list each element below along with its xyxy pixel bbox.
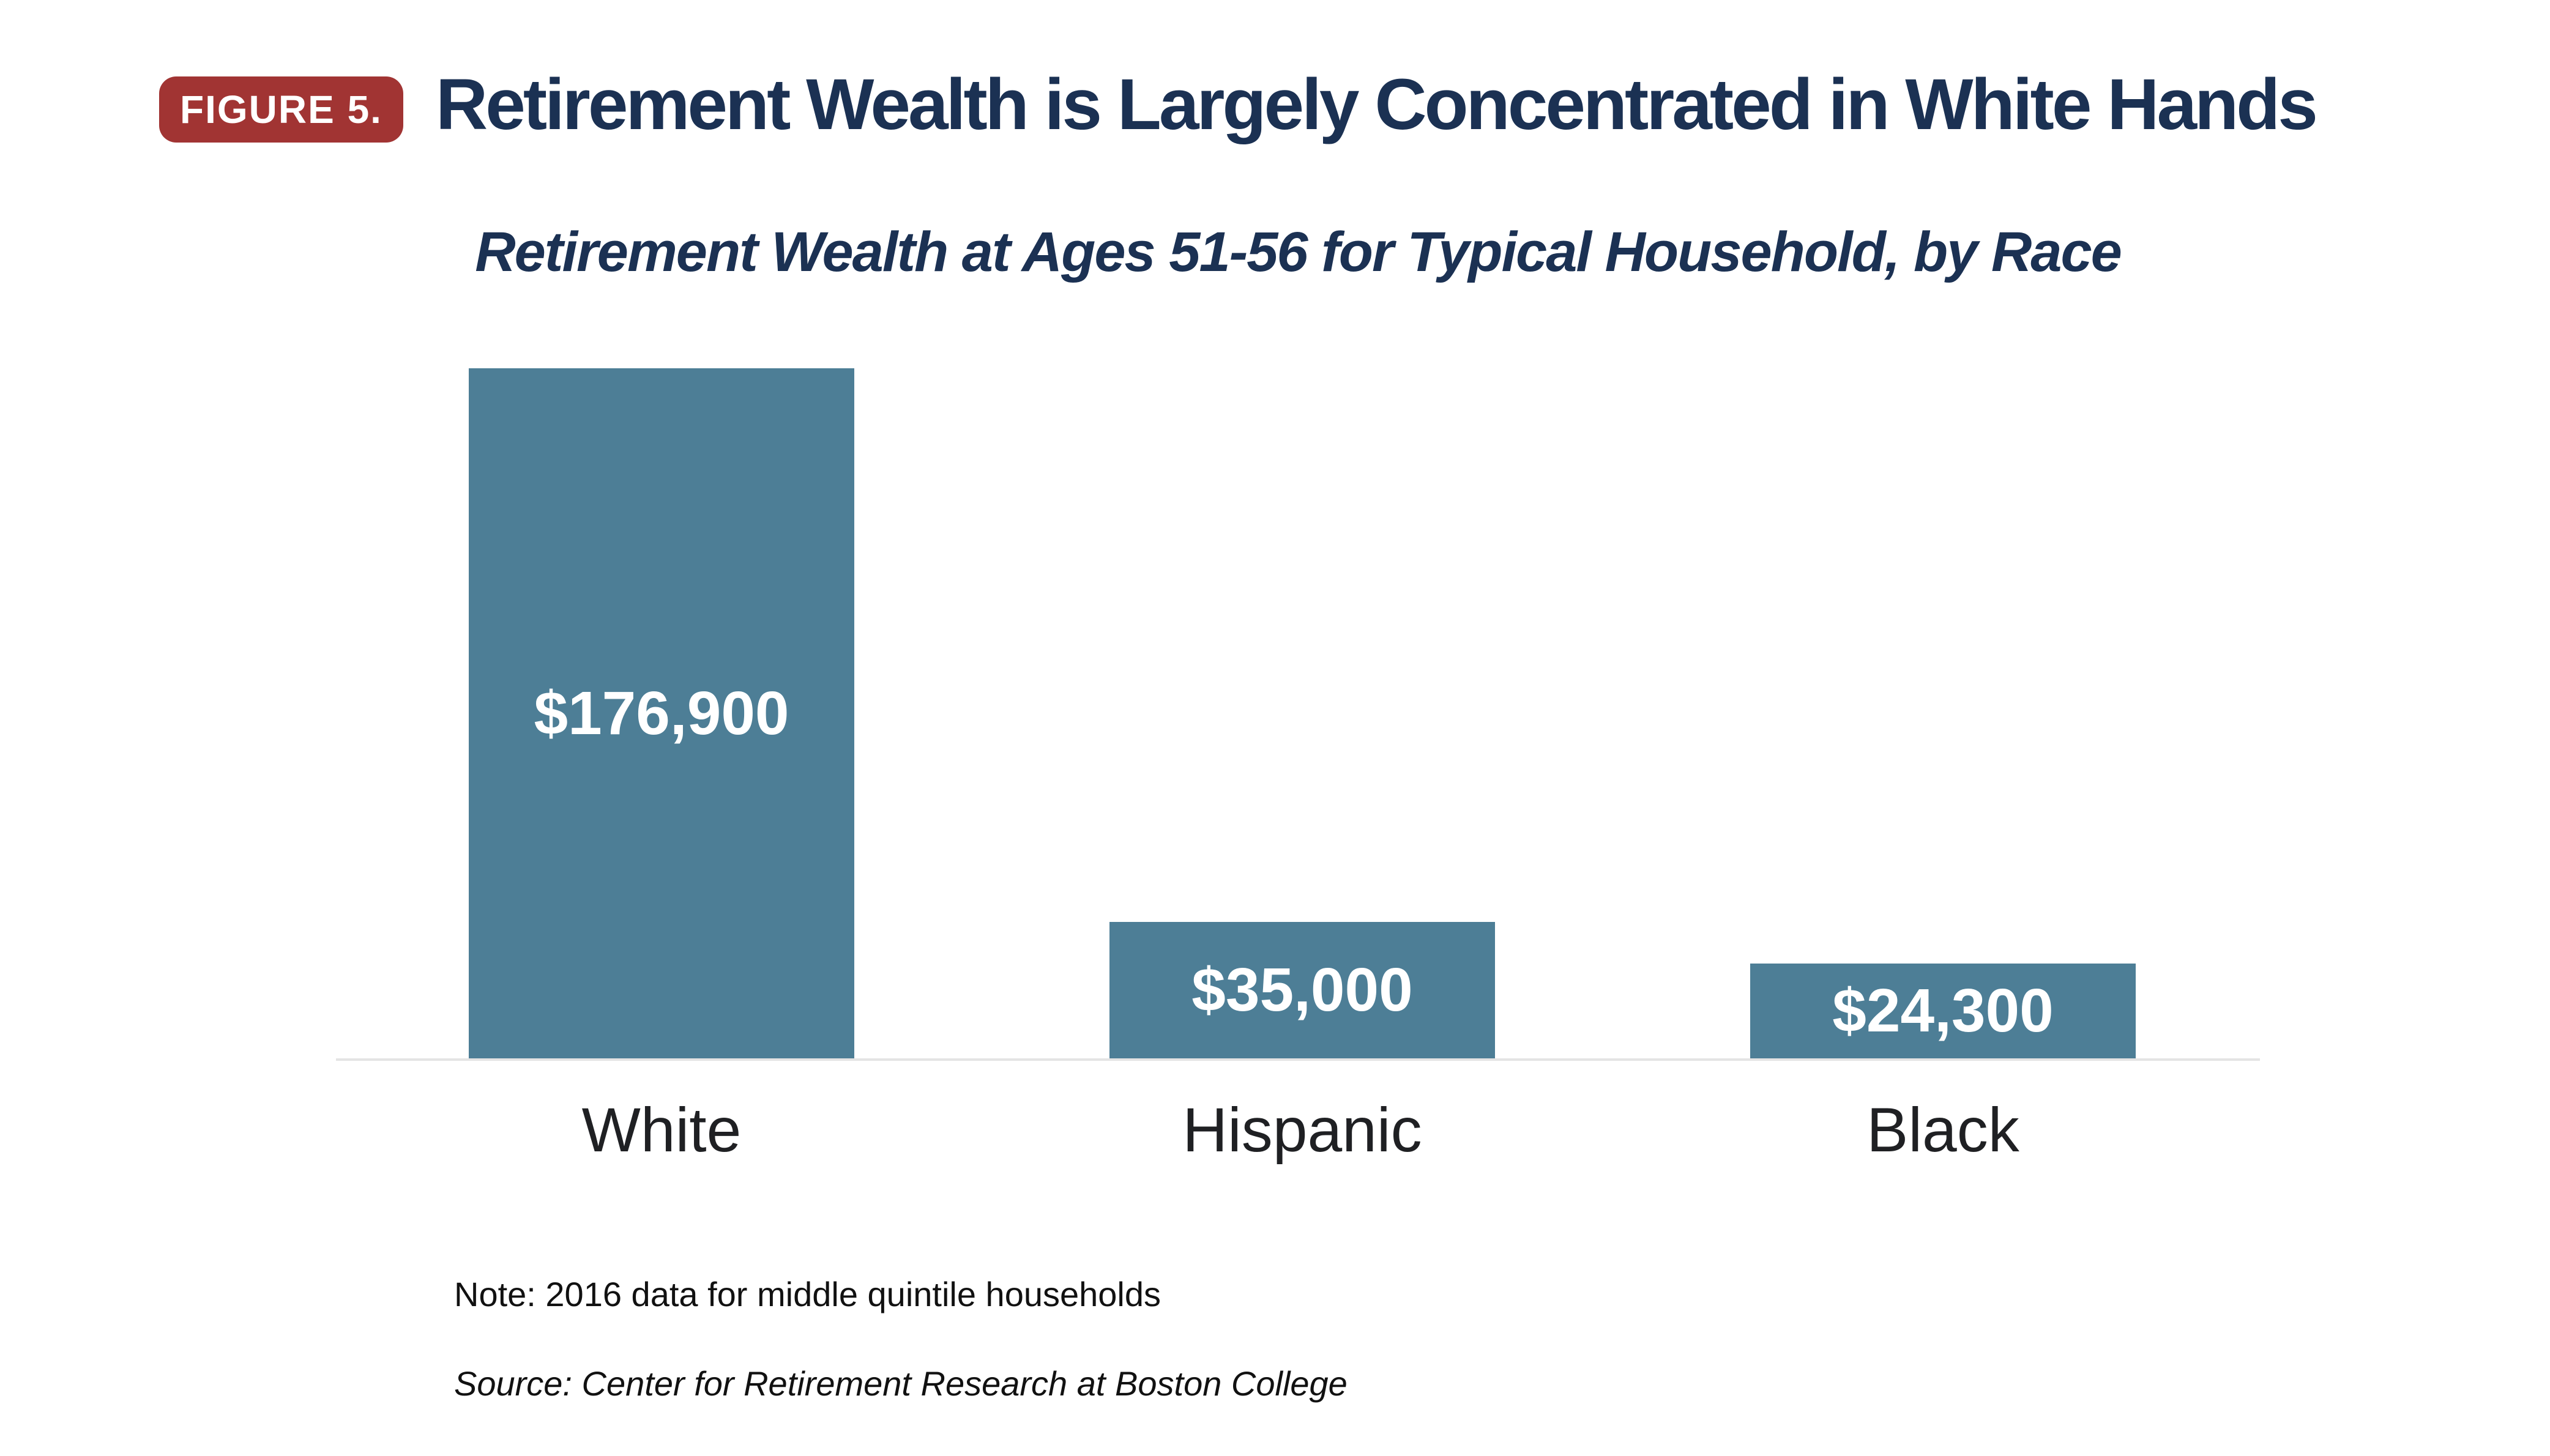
figure-title: Retirement Wealth is Largely Concentrate… xyxy=(436,64,2318,145)
bar-value-label-black: $24,300 xyxy=(1832,976,2054,1045)
category-label-black: Black xyxy=(1866,1095,2019,1165)
bar-group-black: $24,300 Black xyxy=(1750,368,2136,1161)
bar-value-label-white: $176,900 xyxy=(534,678,789,748)
bar-value-label-hispanic: $35,000 xyxy=(1191,956,1413,1024)
category-label-white: White xyxy=(581,1095,742,1165)
bar-hispanic: $35,000 xyxy=(1109,922,1495,1058)
bar-group-white: $176,900 White xyxy=(469,368,854,1161)
bar-white: $176,900 xyxy=(469,368,854,1058)
source-text: Source: Center for Retirement Research a… xyxy=(454,1364,1348,1403)
figure-number-badge: FIGURE 5. xyxy=(159,76,403,143)
bar-black: $24,300 xyxy=(1750,964,2136,1058)
x-axis-line xyxy=(336,1058,2260,1061)
bar-group-hispanic: $35,000 Hispanic xyxy=(1109,368,1495,1161)
bar-chart-plot-area: $176,900 White $35,000 Hispanic $24,300 Black xyxy=(336,368,2260,1161)
category-label-hispanic: Hispanic xyxy=(1182,1095,1422,1165)
chart-subtitle: Retirement Wealth at Ages 51-56 for Typi… xyxy=(475,221,2122,283)
note-text: Note: 2016 data for middle quintile hous… xyxy=(454,1275,1161,1313)
